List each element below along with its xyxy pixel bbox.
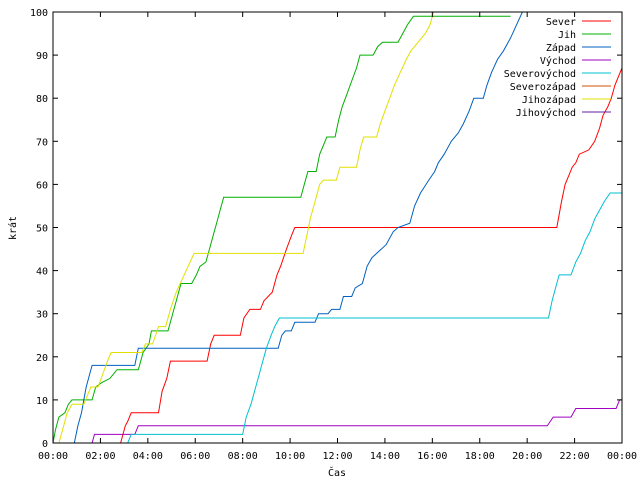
- y-tick-label: 20: [36, 353, 48, 364]
- y-tick-label: 60: [36, 180, 48, 191]
- y-tick-label: 90: [36, 51, 48, 62]
- series-line: [53, 12, 523, 443]
- y-tick-label: 50: [36, 224, 48, 235]
- x-tick-label: 18:00: [465, 451, 495, 462]
- x-tick-label: 10:00: [275, 451, 305, 462]
- y-tick-label: 0: [42, 439, 48, 450]
- x-tick-label: 06:00: [180, 451, 210, 462]
- legend-label: Jih: [558, 30, 576, 41]
- x-tick-label: 00:00: [607, 451, 637, 462]
- y-tick-label: 80: [36, 94, 48, 105]
- x-axis-label: Čas: [328, 466, 346, 479]
- x-tick-label: 20:00: [512, 451, 542, 462]
- y-axis-label: krát: [7, 216, 19, 240]
- legend-label: Severozápad: [510, 81, 576, 93]
- y-tick-label: 70: [36, 137, 48, 148]
- series-line: [53, 399, 622, 443]
- series-lines: [53, 12, 622, 443]
- legend: Sever JihZápadVýchodSeverovýchodSeverozáp…: [504, 17, 611, 119]
- x-tick-label: 02:00: [85, 451, 115, 462]
- axis-ticks: [52, 11, 623, 444]
- y-tick-label: 10: [36, 396, 48, 407]
- x-tick-label: 12:00: [322, 451, 352, 462]
- series-line: [53, 67, 622, 443]
- y-tick-label: 100: [30, 8, 48, 19]
- series-line: [53, 12, 434, 443]
- x-tick-label: 08:00: [228, 451, 258, 462]
- tick-labels: 00:00 02:00 04:00 06:00 08:00 10:00 12:00 14:00…: [30, 8, 637, 462]
- legend-label: Severovýchod: [504, 68, 576, 80]
- legend-label: Jihovýchod: [516, 107, 576, 119]
- x-tick-label: 00:00: [38, 451, 68, 462]
- plot-frame: [52, 11, 623, 444]
- x-tick-label: 22:00: [560, 451, 590, 462]
- x-tick-label: 16:00: [417, 451, 447, 462]
- x-tick-label: 04:00: [133, 451, 163, 462]
- x-tick-label: 14:00: [370, 451, 400, 462]
- legend-label: Sever: [546, 17, 576, 28]
- legend-label: Západ: [546, 42, 576, 54]
- y-tick-label: 30: [36, 310, 48, 321]
- legend-label: Východ: [540, 55, 576, 67]
- series-line: [53, 192, 622, 443]
- y-tick-label: 40: [36, 267, 48, 278]
- legend-label: Jihozápad: [522, 94, 576, 106]
- series-line: [53, 15, 511, 443]
